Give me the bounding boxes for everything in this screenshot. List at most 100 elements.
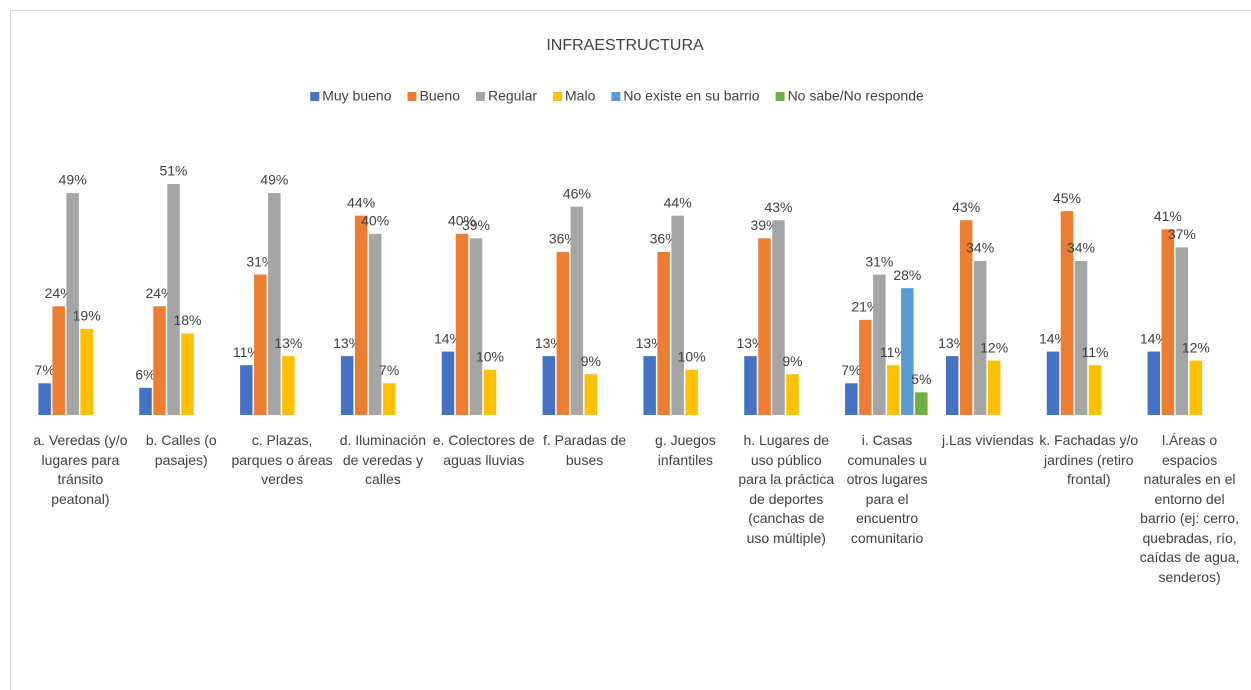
bar (758, 238, 771, 415)
bar (1175, 247, 1189, 415)
bar (901, 288, 914, 415)
value-label: 14% (1039, 330, 1067, 346)
bar (542, 356, 556, 415)
bar (153, 306, 166, 415)
bar (1046, 351, 1060, 415)
value-label: 13% (535, 335, 563, 351)
bar (354, 215, 368, 415)
bar (240, 365, 253, 415)
legend-label: No existe en su barrio (623, 88, 759, 104)
bar (38, 383, 51, 415)
bar (441, 351, 455, 415)
x-tick-label: d. Iluminación de veredas y calles (339, 432, 427, 487)
bar (268, 193, 281, 415)
bar (959, 220, 973, 415)
bar (987, 360, 1001, 415)
legend-label: Regular (488, 88, 537, 104)
value-label: 13% (938, 335, 966, 351)
x-tick-label: c. Plazas, parques o áreas verdes (231, 432, 333, 487)
value-label: 11% (233, 344, 260, 360)
bar (52, 306, 65, 415)
value-label: 24% (45, 285, 73, 301)
value-label: 21% (851, 299, 879, 315)
bar (643, 356, 656, 415)
value-label: 41% (1154, 208, 1182, 224)
bar (167, 183, 180, 415)
x-tick-label: j.Las viviendas (941, 432, 1034, 448)
value-label: 36% (650, 231, 678, 247)
value-label: 5% (911, 371, 931, 387)
bar (1060, 211, 1074, 415)
x-tick-label: g. Juegos infantiles (655, 432, 716, 468)
value-label: 10% (476, 348, 504, 364)
bar (570, 206, 584, 415)
bar (1088, 365, 1102, 415)
value-label: 13% (736, 335, 764, 351)
value-label: 39% (750, 217, 778, 233)
bar (1161, 229, 1175, 415)
bar (657, 251, 670, 415)
value-label: 7% (379, 362, 399, 378)
value-label: 49% (260, 172, 288, 188)
legend-swatch (775, 92, 785, 101)
bar (1189, 360, 1203, 415)
x-tick-label: e. Colectores de aguas lluvias (432, 432, 535, 468)
bar (1147, 351, 1161, 415)
x-tick-label: f. Paradas de buses (542, 432, 627, 468)
value-label: 9% (782, 353, 802, 369)
value-label: 19% (73, 308, 101, 324)
x-tick-label: l.Áreas o espacios naturales en el entor… (1139, 432, 1240, 585)
bar (772, 220, 785, 415)
bar (254, 274, 267, 415)
bar (584, 374, 598, 415)
value-label: 14% (1140, 330, 1168, 346)
bar (744, 356, 757, 415)
x-tick-label: k. Fachadas y/o jardines (retiro frontal… (1039, 432, 1139, 487)
value-label: 14% (434, 330, 462, 346)
bar (181, 333, 194, 415)
bar (845, 383, 858, 415)
value-label: 40% (361, 213, 389, 229)
bar (139, 387, 152, 415)
value-label: 46% (563, 185, 591, 201)
bar (786, 374, 799, 415)
bar (483, 369, 497, 415)
x-tick-label: a. Veredas (y/o lugares para tránsito pe… (33, 432, 128, 507)
value-label: 6% (135, 367, 155, 383)
legend-swatch (407, 92, 417, 101)
legend-label: Bueno (420, 88, 461, 104)
value-label: 12% (980, 339, 1008, 355)
bar (66, 193, 79, 415)
value-label: 40% (448, 213, 476, 229)
value-label: 31% (865, 253, 893, 269)
value-label: 24% (145, 285, 173, 301)
bar (282, 356, 295, 415)
legend-swatch (611, 92, 621, 101)
value-label: 39% (462, 217, 490, 233)
value-label: 43% (764, 199, 792, 215)
x-tick-label: h. Lugares de uso público para la prácti… (738, 432, 835, 546)
bar (859, 319, 872, 415)
legend-swatch (310, 92, 320, 101)
value-label: 10% (678, 348, 706, 364)
value-label: 34% (1067, 240, 1095, 256)
value-label: 28% (893, 267, 921, 283)
legend-swatch (475, 92, 485, 101)
value-label: 12% (1182, 339, 1210, 355)
bar (556, 251, 570, 415)
value-label: 36% (549, 231, 577, 247)
value-label: 49% (59, 172, 87, 188)
bar (945, 356, 959, 415)
value-label: 13% (333, 335, 361, 351)
value-label: 31% (246, 253, 274, 269)
bar (685, 369, 698, 415)
bar (671, 215, 684, 415)
x-tick-label: i. Casas comunales u otros lugares para … (846, 432, 928, 546)
legend-label: Muy bueno (322, 88, 391, 104)
bar (340, 356, 354, 415)
bar (915, 392, 928, 415)
value-label: 18% (173, 312, 201, 328)
value-label: 44% (664, 194, 692, 210)
bar (887, 365, 900, 415)
